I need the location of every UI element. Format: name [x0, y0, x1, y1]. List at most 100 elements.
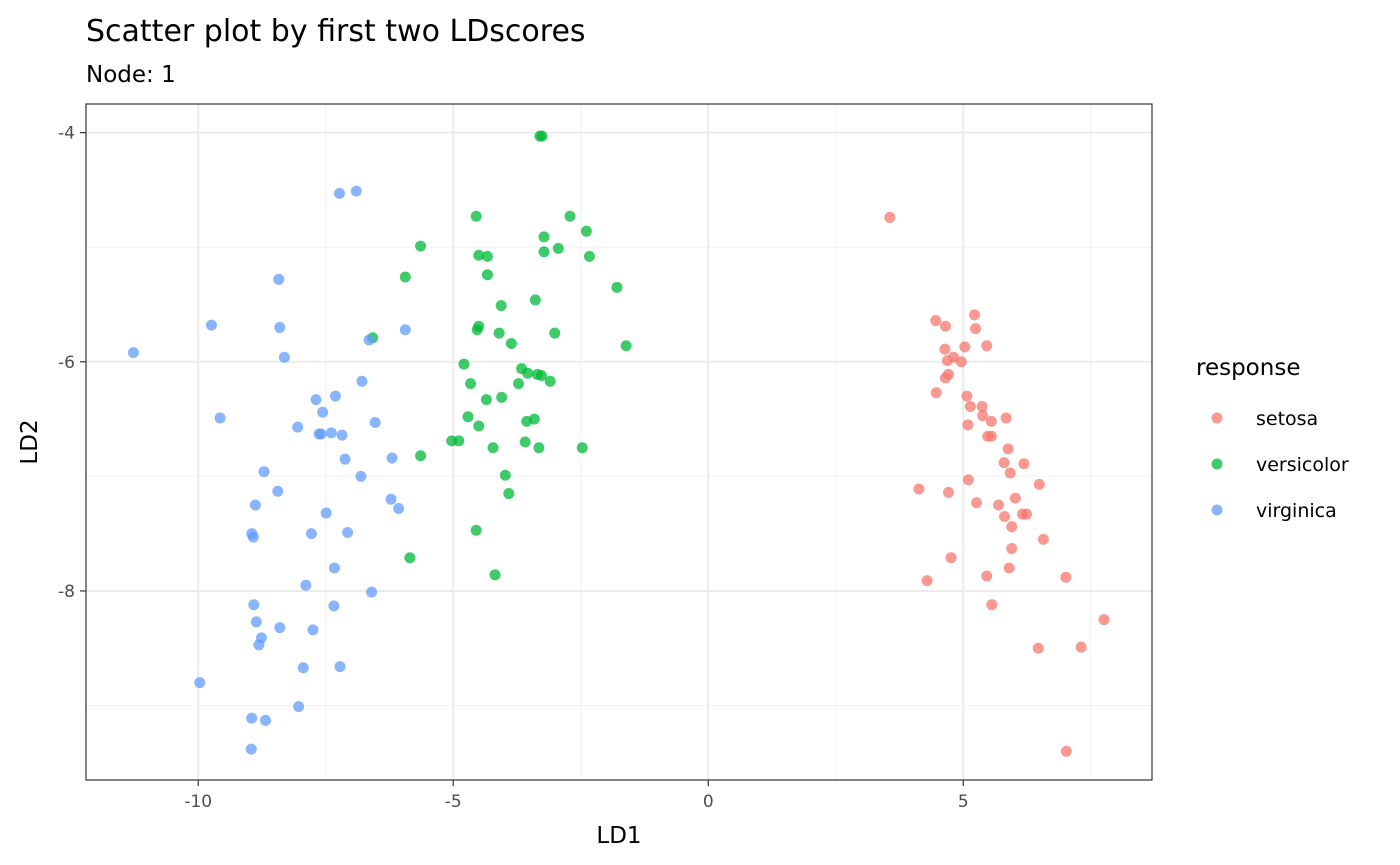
- data-point-virginica: [258, 466, 270, 478]
- data-point-versicolor: [538, 231, 550, 243]
- data-point-virginica: [250, 616, 262, 628]
- data-point-versicolor: [462, 411, 474, 423]
- data-point-versicolor: [493, 327, 505, 339]
- data-point-setosa: [1000, 412, 1012, 424]
- data-points: [127, 130, 1110, 757]
- data-point-virginica: [194, 677, 206, 689]
- data-point-versicolor: [415, 450, 427, 462]
- data-point-virginica: [249, 499, 261, 511]
- data-point-versicolor: [505, 337, 517, 349]
- data-point-virginica: [278, 351, 290, 363]
- data-point-versicolor: [549, 327, 561, 339]
- data-point-virginica: [386, 452, 398, 464]
- data-point-virginica: [355, 470, 367, 482]
- data-point-versicolor: [552, 242, 564, 254]
- data-point-setosa: [986, 599, 998, 611]
- data-point-virginica: [273, 273, 285, 285]
- data-point-virginica: [300, 579, 312, 591]
- legend-label-virginica: virginica: [1256, 500, 1337, 522]
- data-point-setosa: [962, 474, 974, 486]
- data-point-setosa: [1006, 521, 1018, 533]
- data-point-virginica: [329, 390, 341, 402]
- data-point-virginica: [246, 712, 258, 724]
- data-point-virginica: [205, 319, 217, 331]
- data-point-virginica: [317, 406, 329, 418]
- data-point-setosa: [985, 415, 997, 427]
- data-point-versicolor: [470, 210, 482, 222]
- data-point-setosa: [1032, 642, 1044, 654]
- data-point-versicolor: [473, 249, 485, 261]
- data-point-virginica: [274, 622, 286, 634]
- x-axis: -10 -5 0 5: [184, 780, 969, 812]
- data-point-setosa: [969, 309, 981, 321]
- series-versicolor: [367, 130, 632, 581]
- data-point-versicolor: [473, 420, 485, 432]
- series-setosa: [884, 211, 1110, 757]
- data-point-versicolor: [529, 294, 541, 306]
- y-tick-label: -8: [58, 582, 75, 602]
- data-point-setosa: [1018, 458, 1030, 470]
- data-point-setosa: [1060, 571, 1072, 583]
- data-point-setosa: [1075, 641, 1087, 653]
- data-point-virginica: [366, 586, 378, 598]
- data-point-setosa: [961, 390, 973, 402]
- x-tick-label: -5: [445, 792, 462, 812]
- data-point-setosa: [1002, 443, 1014, 455]
- data-point-virginica: [247, 531, 259, 543]
- data-point-virginica: [336, 429, 348, 441]
- data-point-virginica: [248, 599, 260, 611]
- data-point-virginica: [214, 412, 226, 424]
- data-point-virginica: [320, 507, 332, 519]
- data-point-virginica: [260, 714, 272, 726]
- data-point-setosa: [884, 211, 896, 223]
- data-point-virginica: [292, 421, 304, 433]
- y-tick-label: -6: [58, 353, 75, 373]
- data-point-virginica: [325, 427, 337, 439]
- data-point-setosa: [962, 419, 974, 431]
- legend-label-setosa: setosa: [1256, 408, 1318, 430]
- data-point-virginica: [245, 743, 257, 755]
- data-point-setosa: [1004, 467, 1016, 479]
- data-point-setosa: [985, 430, 997, 442]
- data-point-virginica: [363, 334, 375, 346]
- data-point-virginica: [293, 701, 305, 713]
- data-point-virginica: [385, 493, 397, 505]
- legend-item-virginica: virginica: [1211, 500, 1337, 522]
- data-point-versicolor: [564, 210, 576, 222]
- data-point-virginica: [393, 502, 405, 514]
- data-point-setosa: [1006, 543, 1018, 555]
- data-point-virginica: [399, 324, 411, 336]
- data-point-setosa: [976, 400, 988, 412]
- data-point-setosa: [930, 387, 942, 399]
- y-tick-label: -4: [58, 124, 75, 144]
- data-point-versicolor: [620, 340, 632, 352]
- data-point-setosa: [1033, 478, 1045, 490]
- data-point-setosa: [959, 341, 971, 353]
- data-point-versicolor: [470, 524, 482, 536]
- data-point-virginica: [127, 347, 139, 359]
- data-point-virginica: [253, 639, 265, 651]
- x-tick-label: 5: [958, 792, 969, 812]
- data-point-virginica: [297, 662, 309, 674]
- y-axis: -8 -6 -4: [58, 124, 86, 602]
- data-point-virginica: [313, 428, 325, 440]
- data-point-virginica: [334, 661, 346, 673]
- data-point-versicolor: [465, 378, 477, 390]
- data-point-setosa: [1037, 533, 1049, 545]
- data-point-setosa: [939, 372, 951, 384]
- data-point-setosa: [941, 355, 953, 367]
- data-point-versicolor: [503, 488, 515, 500]
- data-point-virginica: [339, 453, 351, 465]
- data-point-versicolor: [611, 281, 623, 293]
- x-axis-title: LD1: [596, 823, 641, 849]
- data-point-versicolor: [522, 367, 534, 379]
- data-point-virginica: [328, 562, 340, 574]
- legend-key-versicolor: [1211, 458, 1223, 470]
- data-point-versicolor: [535, 370, 547, 382]
- chart-title: Scatter plot by first two LDscores: [86, 14, 586, 49]
- data-point-virginica: [333, 187, 345, 199]
- data-point-versicolor: [533, 442, 545, 454]
- data-point-setosa: [942, 486, 954, 498]
- data-point-setosa: [977, 410, 989, 422]
